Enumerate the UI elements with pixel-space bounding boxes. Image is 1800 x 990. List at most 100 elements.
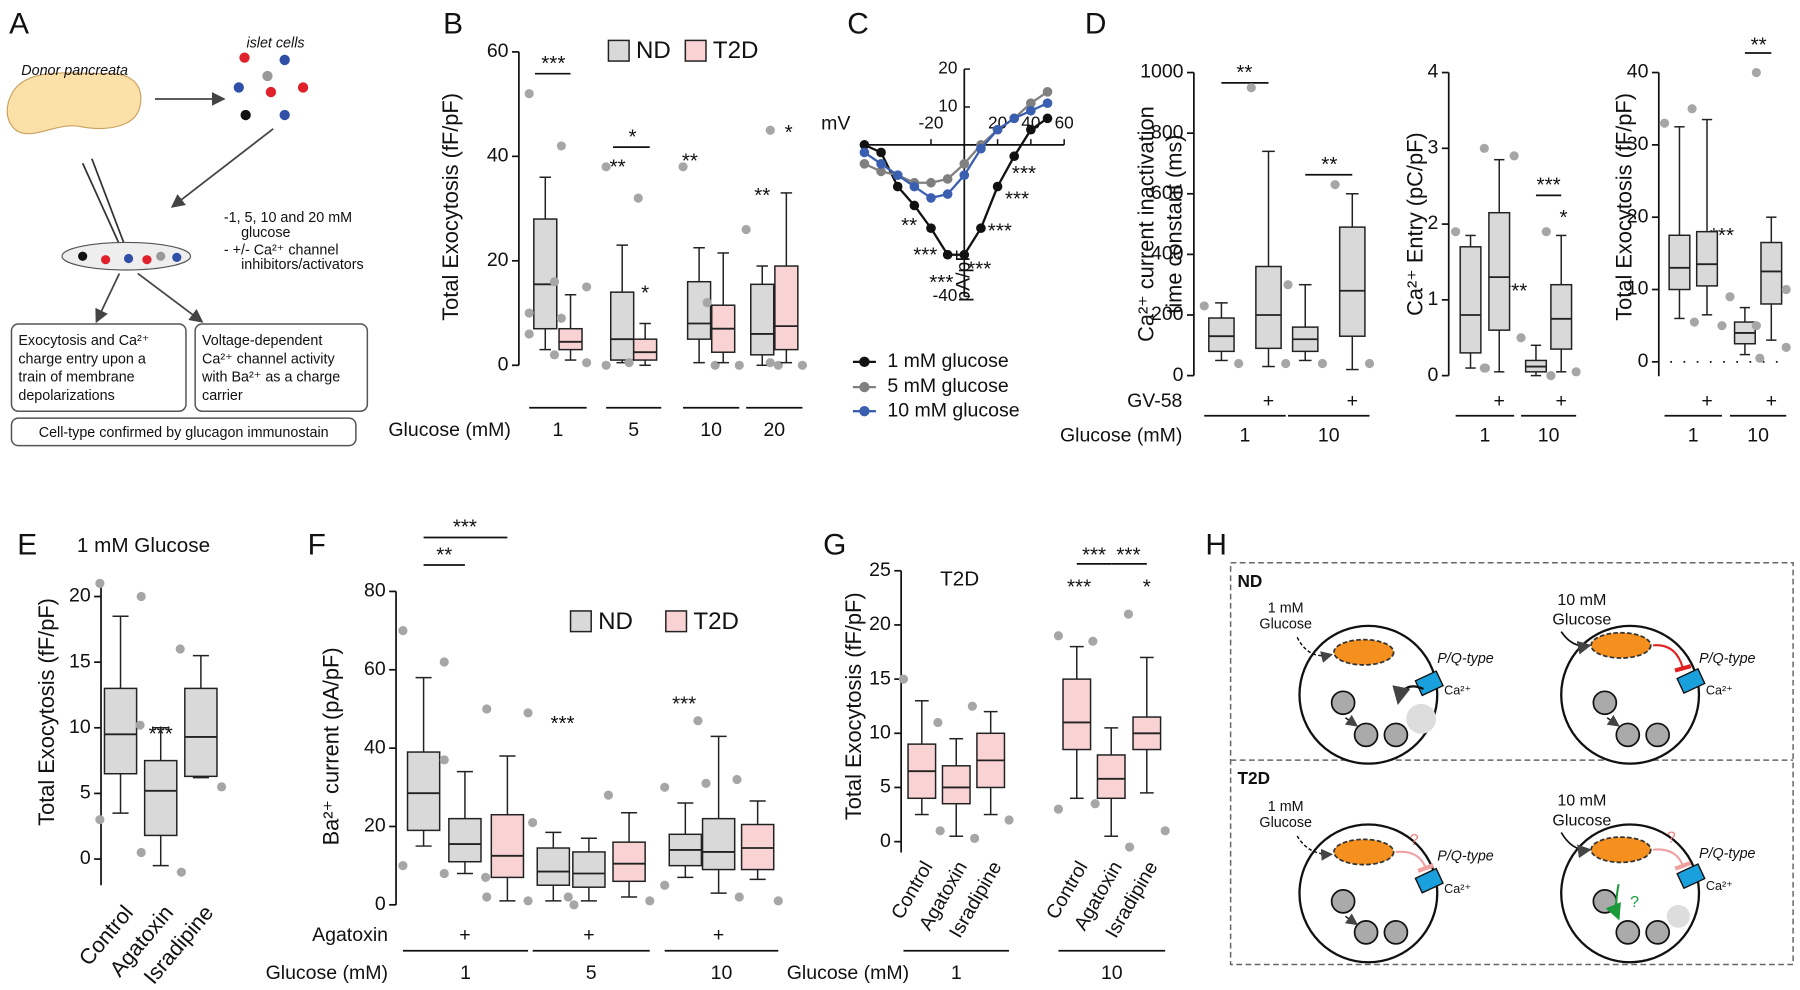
- outlier: [1199, 301, 1209, 311]
- point: [942, 174, 953, 184]
- outlier: [734, 892, 744, 902]
- outlier: [175, 644, 185, 654]
- x-tick-label: 1: [1240, 425, 1251, 447]
- y-tick-label: 3: [1428, 136, 1439, 158]
- outlier: [660, 880, 670, 890]
- x-tick-label: 1: [1688, 425, 1699, 447]
- significance: ***: [913, 244, 937, 267]
- outlier: [563, 892, 573, 902]
- x-tick-label: 5: [586, 962, 597, 984]
- y-axis-label: Ca²⁺ current inactivation: [1134, 106, 1159, 342]
- outlier: [935, 826, 945, 836]
- y-tick-label: 200: [1151, 303, 1184, 325]
- box: [533, 218, 558, 330]
- point: [959, 158, 970, 169]
- y-tick-label: -40: [933, 285, 958, 305]
- outlier: [1571, 367, 1581, 377]
- outlier: [1088, 636, 1098, 646]
- y-tick-label: 1000: [1140, 61, 1184, 83]
- x-axis-label: Glucose (mM): [1060, 425, 1182, 447]
- significance: *: [785, 121, 793, 144]
- outlier: [1053, 804, 1064, 814]
- panel-h: H ND T2D 1 mM Glucose 10 mM Glucose 1 mM…: [1205, 529, 1794, 966]
- x-tick-label: 1: [460, 962, 471, 984]
- y-tick-label: 0: [880, 830, 891, 852]
- y-tick-label: 10: [938, 96, 957, 116]
- y-tick-label: 80: [364, 580, 386, 602]
- treatment-label: GV-58: [1127, 390, 1182, 412]
- box-text: Exocytosis and Ca²⁺: [18, 333, 149, 349]
- outlier: [970, 833, 980, 843]
- glucose-label: 10 mM: [1557, 792, 1606, 810]
- outlier: [135, 720, 145, 730]
- significance: ***: [453, 516, 477, 539]
- islet-label: islet cells: [246, 36, 304, 52]
- channel-label: P/Q-type: [1437, 848, 1494, 864]
- outlier: [1546, 371, 1556, 381]
- legend-label: T2D: [693, 608, 739, 635]
- significance: ***: [541, 52, 565, 75]
- treatment-mark: +: [459, 924, 470, 946]
- outlier: [603, 790, 614, 800]
- treatment-mark: +: [1263, 390, 1274, 412]
- outlier: [176, 867, 186, 877]
- y-tick-label: 600: [1151, 182, 1184, 204]
- series-line: [863, 117, 1049, 256]
- arrow: [137, 272, 204, 323]
- point: [992, 124, 1003, 135]
- outlier: [1281, 358, 1291, 369]
- outlier: [439, 755, 449, 765]
- box: [1208, 317, 1235, 353]
- box: [686, 280, 712, 340]
- outlier: [624, 358, 634, 368]
- treatment-mark: +: [583, 924, 594, 946]
- pancreas-label: Donor pancreata: [21, 63, 128, 79]
- outlier: [1689, 317, 1699, 327]
- channel-label: P/Q-type: [1699, 846, 1756, 862]
- x-tick-label: 60: [1055, 113, 1074, 133]
- ion-label: Ca²⁺: [1444, 882, 1471, 896]
- outlier: [601, 360, 611, 370]
- metabolism: [1333, 631, 1652, 866]
- panel-label: A: [9, 7, 29, 40]
- point: [876, 158, 886, 169]
- outlier: [524, 89, 534, 99]
- panel-label: F: [308, 529, 326, 562]
- y-axis-label: Total Exocytosis (fF/pF): [841, 592, 866, 820]
- condition: glucose: [241, 225, 290, 241]
- significance: ***: [1537, 174, 1561, 197]
- arrow: [95, 273, 121, 324]
- y-tick-label: 10: [869, 721, 891, 743]
- granules: [1330, 690, 1690, 945]
- outlier: [1317, 358, 1328, 369]
- box: [490, 813, 525, 879]
- outlier: [1541, 227, 1551, 237]
- condition: - +/- Ca²⁺ channel: [224, 242, 339, 258]
- significance: *: [629, 125, 637, 148]
- legend-swatch: [684, 39, 707, 62]
- point: [926, 193, 936, 203]
- legend-label: ND: [636, 37, 671, 64]
- outlier: [523, 896, 533, 906]
- outlier: [1781, 284, 1791, 295]
- legend-label: 1 mM glucose: [887, 350, 1008, 372]
- y-tick-label: 20: [869, 613, 891, 635]
- legend-marker: [859, 381, 870, 393]
- outlier: [136, 847, 146, 858]
- outlier: [734, 360, 744, 370]
- box: [1488, 211, 1511, 331]
- chart-title: T2D: [940, 567, 979, 590]
- y-tick-label: 20: [69, 585, 91, 607]
- significance: ***: [1116, 543, 1140, 566]
- box-text: Cell-type confirmed by glucagon immunost…: [39, 425, 329, 441]
- box: [1062, 678, 1092, 751]
- outlier: [136, 591, 146, 602]
- outlier: [528, 817, 538, 828]
- y-tick-label: 15: [869, 667, 891, 689]
- x-tick-label: 10: [711, 962, 733, 984]
- outlier: [773, 896, 783, 906]
- outlier: [1090, 799, 1100, 809]
- panel-label: C: [847, 7, 869, 40]
- significance: ***: [1082, 543, 1106, 566]
- pancreas: [6, 72, 142, 135]
